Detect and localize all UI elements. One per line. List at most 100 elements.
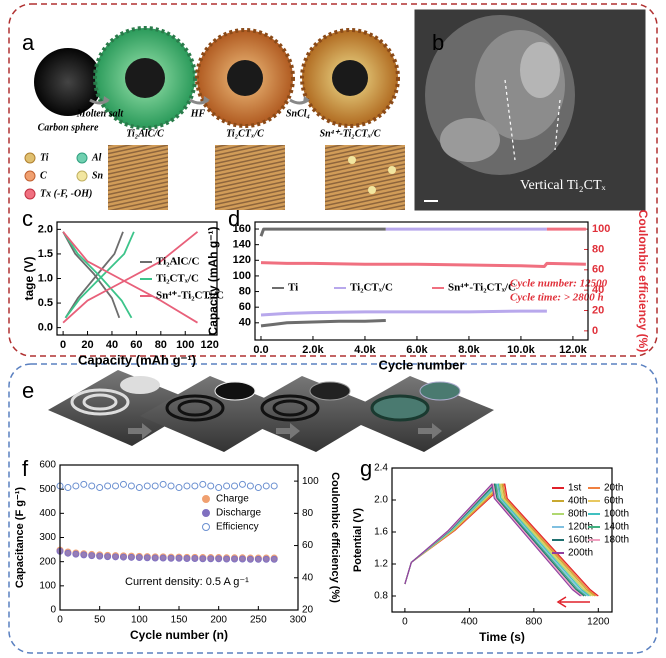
legend-label: 160th [568, 535, 593, 546]
y2-tick-label: 60 [592, 264, 604, 276]
frame-top [8, 3, 658, 357]
y-tick-label: 1.6 [374, 527, 388, 538]
y-tick-label: 40 [239, 317, 251, 329]
legend-label: Ti₂CTₓ/C [350, 282, 393, 294]
point [64, 484, 72, 492]
panel-label: a [22, 30, 35, 55]
point [254, 555, 262, 563]
step-label: SnCl₄ [286, 108, 310, 119]
series-line [62, 231, 199, 324]
legend-label: Ti₂CTₓ/C [156, 273, 199, 285]
point [159, 554, 167, 562]
legend-swatch [202, 523, 210, 531]
x-axis-label: Time (s) [479, 630, 525, 644]
x-tick-label: 80 [155, 339, 167, 351]
stage-label: Ti₂CTₓ/C [226, 128, 264, 139]
stage-label: Ti₂AlC/C [126, 128, 164, 139]
y-tick-label: 2.0 [374, 495, 388, 506]
legend-label: Sn [92, 170, 104, 181]
x-tick-label: 2.0k [302, 344, 324, 356]
point [238, 555, 246, 563]
point [88, 482, 96, 490]
y-tick-label: 60 [239, 301, 251, 313]
y-tick-label: 500 [39, 484, 56, 495]
point [207, 482, 215, 490]
x-tick-label: 4.0k [354, 344, 376, 356]
series-line [260, 261, 586, 268]
annotation: Vertical Ti₂CTₓ [520, 178, 606, 193]
y2-tick-label: 80 [302, 508, 314, 519]
y-tick-label: 160 [233, 223, 251, 235]
y-tick-label: 1.2 [374, 559, 388, 570]
x-axis-label: Cycle number (n) [130, 628, 228, 642]
point [207, 555, 215, 563]
x-tick-label: 150 [171, 615, 188, 626]
stage-label: Sn⁴⁺-Ti₂CTₓ/C [320, 128, 381, 139]
point [143, 482, 151, 490]
y2-tick-label: 80 [592, 243, 604, 255]
legend-label: 200th [568, 548, 593, 559]
y-tick-label: 600 [39, 460, 56, 471]
y2-tick-label: 100 [592, 223, 610, 235]
point [270, 555, 278, 563]
point [246, 482, 254, 490]
point [127, 553, 135, 561]
y-tick-label: 0 [50, 605, 56, 616]
point [143, 554, 151, 562]
point [270, 482, 278, 490]
x-tick-label: 300 [290, 615, 307, 626]
series-line [259, 227, 386, 237]
y-tick-label: 100 [39, 580, 56, 591]
point [64, 549, 72, 557]
point [159, 480, 167, 488]
x-tick-label: 800 [525, 617, 542, 628]
legend-label: 140th [604, 522, 629, 533]
legend-label: Tx (-F, -OH) [40, 188, 92, 199]
legend-label: 20th [604, 483, 623, 494]
x-tick-label: 0 [60, 339, 66, 351]
point [238, 480, 246, 488]
point [127, 482, 135, 490]
legend-swatch [202, 509, 210, 517]
y2-tick-label: 40 [592, 284, 604, 296]
y-tick-label: 100 [233, 270, 251, 282]
point [215, 555, 223, 563]
x-tick-label: 6.0k [406, 344, 428, 356]
panel-label: f [22, 456, 29, 481]
y-axis-label: Capacity (mAh g⁻¹) [206, 226, 220, 335]
frame-bottom [8, 363, 658, 654]
x-tick-label: 1200 [587, 617, 610, 628]
x-tick-label: 0.0 [253, 344, 268, 356]
x-tick-label: 8.0k [458, 344, 480, 356]
y2-axis-label: Coulombic efficiency (%) [636, 210, 650, 353]
point [151, 554, 159, 562]
legend-label: Discharge [216, 508, 261, 519]
point [72, 482, 80, 490]
x-tick-label: 60 [130, 339, 142, 351]
point [183, 482, 191, 490]
annotation: Cycle time: > 2800 h [510, 292, 604, 304]
point [246, 555, 254, 563]
panel-label: g [360, 456, 372, 481]
legend-label: Al [91, 152, 102, 163]
point [254, 484, 262, 492]
point [104, 482, 112, 490]
y-tick-label: 0.0 [38, 322, 53, 334]
point [151, 482, 159, 490]
point [119, 553, 127, 561]
illustration-a [24, 26, 405, 210]
illustration-e [48, 370, 590, 608]
x-tick-label: 120 [200, 339, 218, 351]
panel-label: d [228, 206, 240, 231]
x-tick-label: 50 [94, 615, 106, 626]
y2-tick-label: 20 [302, 605, 314, 616]
y2-tick-label: 20 [592, 304, 604, 316]
step-label: Molten salt [76, 108, 125, 119]
legend-label: 180th [604, 535, 629, 546]
y2-tick-label: 60 [302, 540, 314, 551]
point [191, 482, 199, 490]
point [112, 482, 120, 490]
point [112, 553, 120, 561]
x-tick-label: 250 [250, 615, 267, 626]
